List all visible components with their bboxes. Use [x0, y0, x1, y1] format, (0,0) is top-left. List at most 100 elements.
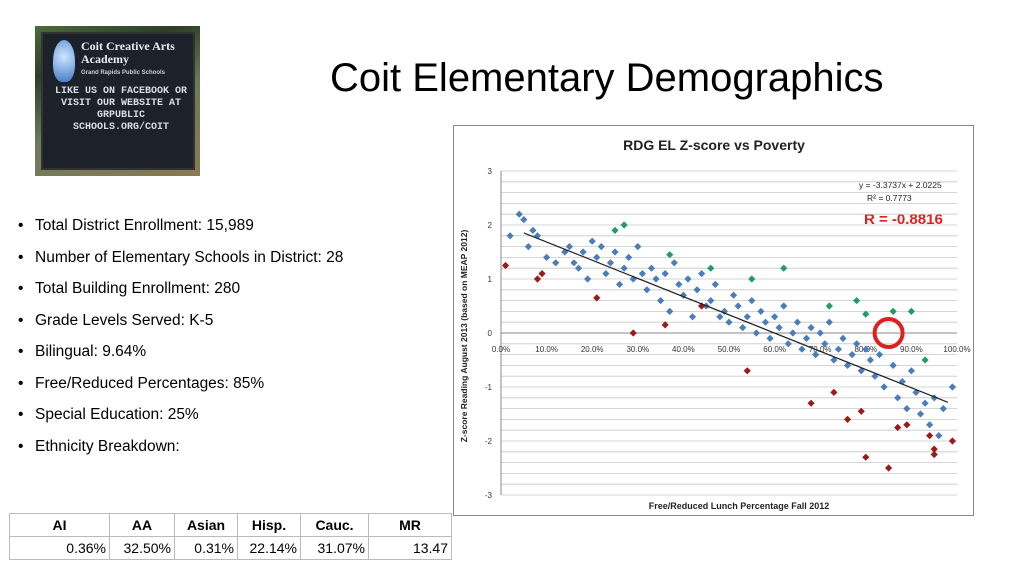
- data-point: [579, 248, 587, 256]
- ethnicity-value: 32.50%: [109, 536, 175, 560]
- data-point: [880, 383, 888, 391]
- x-tick-label: 20.0%: [581, 345, 604, 354]
- data-point: [948, 437, 957, 445]
- data-point: [948, 383, 957, 391]
- data-point: [903, 421, 911, 429]
- data-point: [743, 367, 751, 375]
- data-point: [807, 399, 815, 407]
- data-point: [725, 318, 733, 326]
- data-point: [921, 399, 929, 407]
- facts-list: • Total District Enrollment: 15,989 • Numb…: [18, 210, 343, 462]
- data-point: [515, 210, 523, 218]
- data-point: [894, 423, 902, 432]
- ethnicity-value: 31.07%: [300, 536, 369, 560]
- data-point: [748, 275, 756, 283]
- fact-item: • Number of Elementary Schools in Distric…: [18, 242, 343, 274]
- bullet-icon: •: [18, 374, 24, 392]
- data-point: [930, 445, 938, 453]
- data-point: [506, 232, 514, 240]
- data-point: [816, 329, 824, 337]
- chart-title: RDG EL Z-score vs Poverty: [623, 137, 805, 153]
- x-tick-label: 60.0%: [763, 345, 786, 354]
- data-point: [574, 264, 583, 272]
- sign-board: Coit Creative Arts Academy Grand Rapids …: [41, 32, 195, 170]
- data-point: [766, 334, 774, 342]
- ethnicity-header: MR: [368, 513, 452, 537]
- data-point: [825, 318, 833, 326]
- data-point: [606, 259, 615, 267]
- r-value-label: R = -0.8816: [864, 211, 943, 228]
- data-point: [793, 318, 801, 326]
- bullet-icon: •: [18, 280, 24, 297]
- x-tick-label: 40.0%: [672, 345, 695, 354]
- ethnicity-table: AI AA Asian Hisp. Cauc. MR 0.36% 32.50% …: [9, 513, 452, 560]
- data-point: [629, 329, 637, 337]
- data-point: [875, 351, 884, 359]
- ethnicity-value: 13.47: [368, 536, 452, 560]
- data-point: [871, 372, 879, 380]
- sign-school-name: Coit Creative Arts Academy: [81, 39, 175, 66]
- bullet-icon: •: [18, 406, 24, 423]
- data-point: [930, 450, 938, 459]
- data-point: [894, 394, 902, 402]
- data-point: [670, 259, 678, 267]
- ethnicity-value-row: 0.36% 32.50% 0.31% 22.14% 31.07% 13.47: [9, 536, 452, 560]
- data-point: [752, 329, 760, 337]
- data-point: [524, 243, 532, 251]
- data-point: [885, 464, 893, 472]
- data-point: [707, 264, 715, 272]
- data-point: [862, 345, 870, 353]
- bullet-icon: •: [18, 248, 24, 266]
- data-point: [843, 415, 852, 423]
- data-point: [711, 280, 719, 288]
- data-point: [729, 291, 738, 299]
- sign-district-name: Grand Rapids Public Schools: [81, 70, 166, 76]
- data-point: [834, 345, 843, 353]
- data-point: [780, 264, 788, 272]
- data-point: [907, 367, 915, 375]
- data-point: [748, 297, 756, 305]
- data-point: [825, 302, 833, 310]
- data-point: [789, 329, 797, 337]
- fact-item: • Grade Levels Served: K-5: [18, 305, 343, 337]
- ethnicity-header: AI: [9, 513, 110, 537]
- data-point: [784, 340, 792, 348]
- data-point: [570, 259, 578, 267]
- y-tick-label: 2: [488, 221, 493, 230]
- ethnicity-header: AA: [109, 513, 175, 537]
- chart-y-label: Z-score Reading August 2013 (based on ME…: [459, 230, 469, 443]
- data-point: [843, 361, 852, 369]
- data-point: [807, 324, 815, 332]
- data-point: [889, 307, 897, 315]
- x-tick-label: 30.0%: [626, 345, 649, 354]
- y-tick-label: -3: [485, 491, 493, 500]
- data-point: [862, 453, 870, 461]
- data-point: [620, 264, 628, 272]
- ethnicity-header-row: AI AA Asian Hisp. Cauc. MR: [9, 513, 452, 537]
- y-tick-label: 1: [488, 275, 493, 284]
- x-tick-label: 10.0%: [535, 345, 558, 354]
- data-point: [634, 243, 642, 251]
- data-point: [625, 253, 633, 261]
- bullet-icon: •: [18, 311, 24, 329]
- data-point: [652, 275, 660, 283]
- data-point: [529, 226, 537, 234]
- scatter-chart: RDG EL Z-score vs Poverty Free/Reduced L…: [459, 137, 971, 511]
- data-point: [543, 253, 551, 261]
- data-point: [907, 307, 915, 315]
- fact-item: • Special Education: 25%: [18, 399, 343, 431]
- data-point: [588, 237, 596, 245]
- data-point: [638, 270, 646, 278]
- bullet-icon: •: [18, 437, 24, 455]
- data-point: [666, 307, 674, 315]
- data-point: [857, 407, 865, 415]
- data-point: [533, 275, 542, 283]
- data-point: [939, 405, 947, 413]
- data-point: [889, 361, 897, 369]
- x-tick-label: 90.0%: [900, 345, 923, 354]
- trendline: [523, 232, 949, 403]
- r-squared-label: R² = 0.7773: [867, 193, 912, 203]
- data-point: [921, 356, 929, 364]
- y-tick-label: -2: [485, 437, 493, 446]
- data-point: [593, 253, 601, 261]
